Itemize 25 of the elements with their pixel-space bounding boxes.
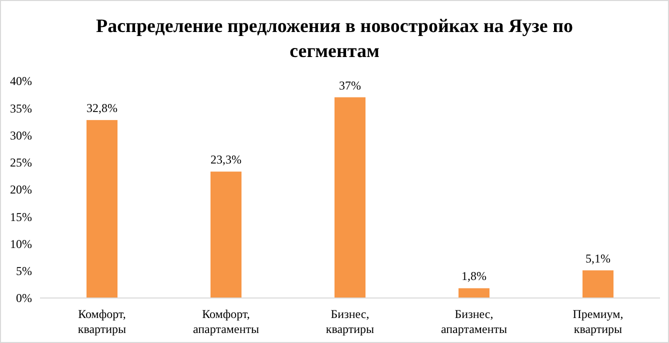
y-tick-label: 15% xyxy=(10,210,32,224)
data-label: 23,3% xyxy=(210,152,242,167)
x-tick-label: Премиум, квартиры xyxy=(572,307,624,336)
data-label: 37% xyxy=(339,78,361,92)
data-label: 5,1% xyxy=(586,251,610,266)
y-tick-label: 5% xyxy=(16,264,32,278)
y-tick-label: 40% xyxy=(10,74,32,88)
y-tick-label: 30% xyxy=(10,128,32,142)
y-tick-label: 35% xyxy=(10,101,32,116)
y-tick-label: 25% xyxy=(10,156,32,170)
bar xyxy=(458,288,490,298)
bar xyxy=(86,120,118,298)
y-tick-label: 0% xyxy=(16,291,32,306)
bar xyxy=(210,172,242,298)
bar xyxy=(334,97,366,298)
data-label: 1,8% xyxy=(462,269,486,284)
x-tick-label: Комфорт, апартаменты xyxy=(192,307,260,336)
x-tick-label: Бизнес, квартиры xyxy=(326,307,374,336)
chart-title: Распределение предложения в новостройках на Яузе по сегментам xyxy=(96,16,574,62)
x-tick-label: Бизнес, апартаменты xyxy=(440,307,508,336)
data-label: 32,8% xyxy=(86,101,118,116)
y-tick-label: 10% xyxy=(10,236,32,251)
x-tick-label: Комфорт, квартиры xyxy=(78,307,126,336)
bar xyxy=(582,270,614,298)
y-tick-label: 20% xyxy=(10,182,32,197)
